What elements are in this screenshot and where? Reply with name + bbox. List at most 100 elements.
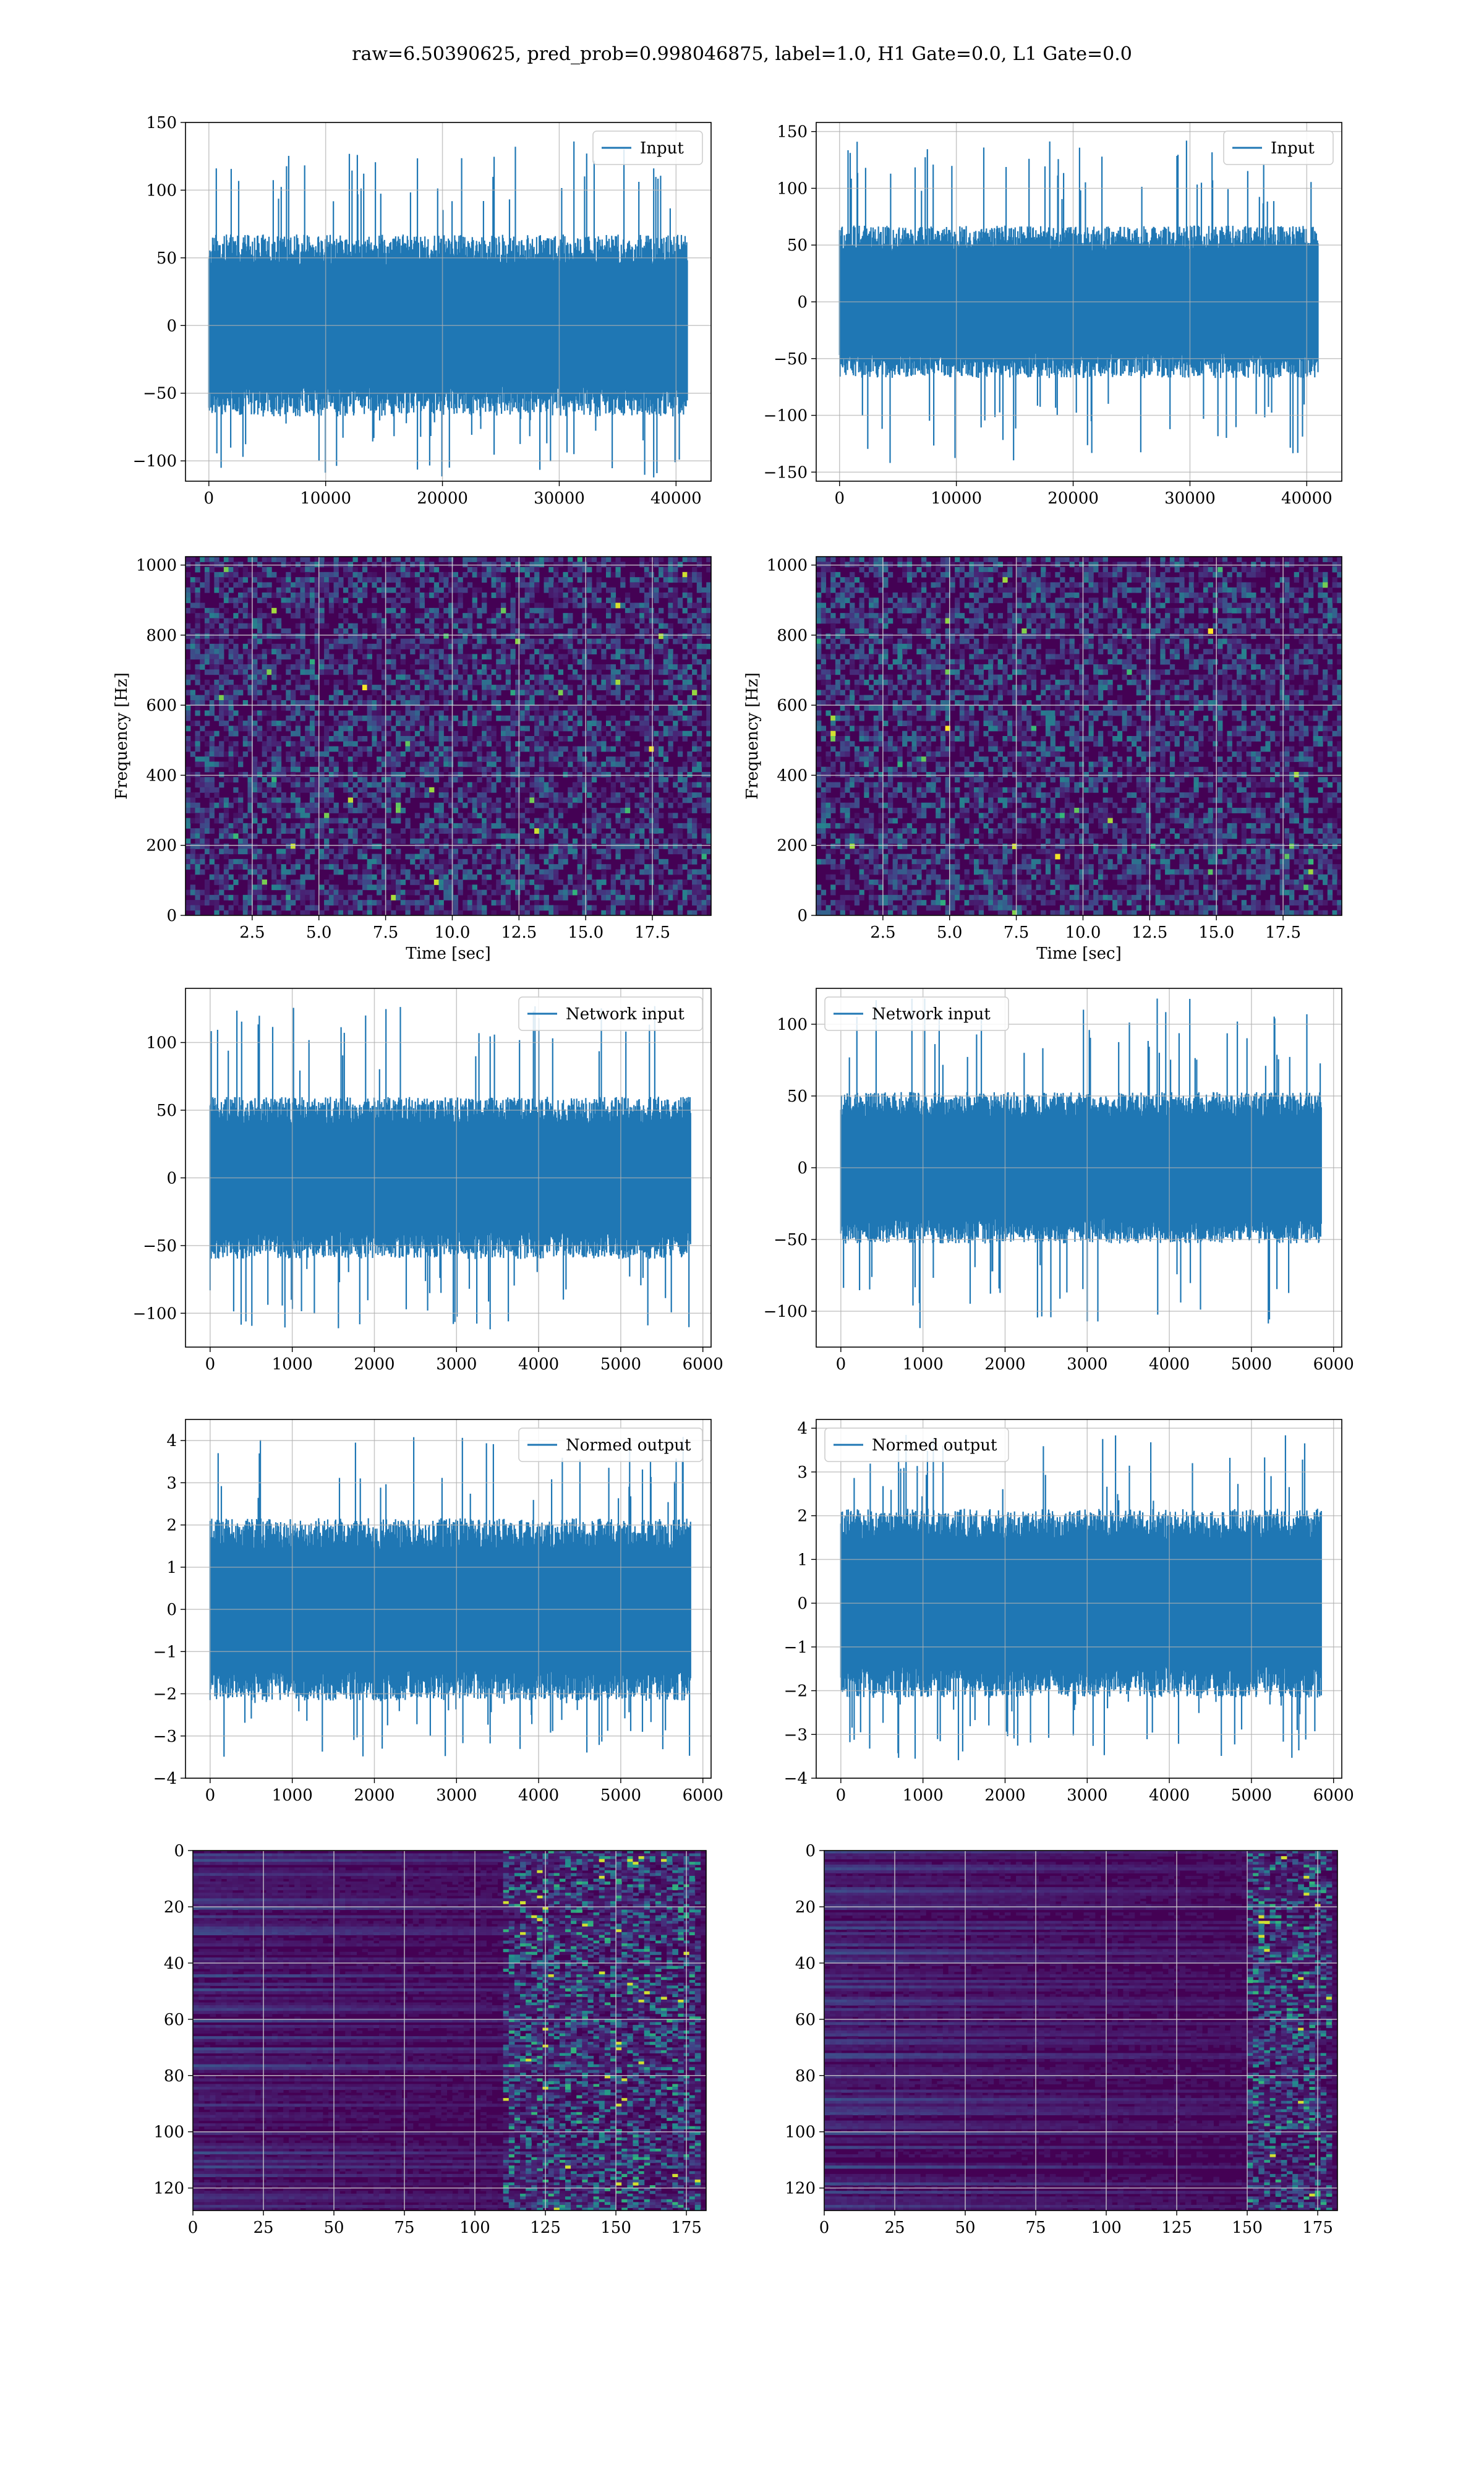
heatmap-cell <box>830 726 836 732</box>
heatmap-cell <box>467 844 473 849</box>
heatmap-cell <box>673 813 678 819</box>
heatmap-cell <box>276 618 282 624</box>
heatmap-cell <box>377 726 382 732</box>
heatmap-cell <box>328 874 335 880</box>
tick-label-x: 10000 <box>931 489 982 508</box>
heatmap-cell <box>840 869 845 875</box>
heatmap-cell <box>200 782 205 788</box>
heatmap-cell <box>238 715 244 721</box>
heatmap-cell <box>539 741 545 747</box>
heatmap-cell <box>620 618 626 624</box>
heatmap-cell <box>396 628 401 634</box>
tick-label-x: 12.5 <box>501 923 537 942</box>
heatmap-cell <box>472 808 477 813</box>
heatmap-cell <box>706 690 711 696</box>
heatmap-cell <box>267 690 272 696</box>
heatmap-cell <box>854 894 860 901</box>
heatmap-cell <box>587 746 592 752</box>
heatmap-cell <box>539 726 545 732</box>
heatmap-cell <box>247 726 253 732</box>
heatmap-cell <box>524 700 530 706</box>
heatmap-cell <box>281 643 286 649</box>
heatmap-cell <box>701 910 707 915</box>
heatmap-cell <box>668 557 673 562</box>
heatmap-cell <box>505 844 511 849</box>
heatmap-cell <box>357 593 363 598</box>
heatmap-cell <box>223 628 229 634</box>
heatmap-cell <box>501 607 506 614</box>
heatmap-cell <box>204 741 210 747</box>
heatmap-cell <box>644 726 650 732</box>
heatmap-cell <box>319 607 325 614</box>
heatmap-cell <box>458 690 463 696</box>
heatmap-cell <box>692 628 697 634</box>
heatmap-cell <box>228 705 234 711</box>
heatmap-cell <box>582 813 587 819</box>
heatmap-cell <box>247 664 253 670</box>
heatmap-cell <box>190 602 196 609</box>
heatmap-cell <box>391 602 396 609</box>
heatmap-cell <box>472 905 477 911</box>
heatmap-cell <box>591 864 597 870</box>
heatmap-cell <box>696 782 702 788</box>
heatmap-cell <box>291 700 296 706</box>
heatmap-cell <box>482 602 487 609</box>
heatmap-cell <box>286 828 291 834</box>
heatmap-cell <box>463 695 468 701</box>
heatmap-cell <box>424 726 430 732</box>
heatmap-cell <box>267 664 272 670</box>
heatmap-cell <box>467 849 473 855</box>
heatmap-cell <box>443 700 449 706</box>
heatmap-cell <box>324 844 330 849</box>
heatmap-cell <box>381 869 387 875</box>
heatmap-cell <box>333 690 339 696</box>
heatmap-cell <box>821 910 827 915</box>
heatmap-cell <box>644 607 650 614</box>
heatmap-cell <box>639 858 645 865</box>
heatmap-cell <box>309 593 315 598</box>
heatmap-cell <box>482 710 487 716</box>
heatmap-cell <box>563 695 568 701</box>
heatmap-cell <box>195 710 200 716</box>
heatmap-cell <box>529 613 535 619</box>
heatmap-cell <box>568 751 573 757</box>
heatmap-cell <box>534 787 540 793</box>
heatmap-cell <box>625 638 631 644</box>
heatmap-cell <box>252 685 258 691</box>
heatmap-cell <box>414 613 420 619</box>
heatmap-cell <box>223 808 229 813</box>
heatmap-cell <box>845 751 850 757</box>
heatmap-cell <box>496 618 501 624</box>
heatmap-cell <box>348 787 354 793</box>
heatmap-cell <box>295 761 301 768</box>
heatmap-cell <box>606 700 612 706</box>
heatmap-cell <box>529 700 535 706</box>
heatmap-cell <box>271 659 277 665</box>
heatmap-cell <box>463 557 468 562</box>
heatmap-cell <box>453 880 459 885</box>
heatmap-cell <box>515 894 521 901</box>
heatmap-cell <box>515 690 521 696</box>
heatmap-cell <box>223 582 229 588</box>
heatmap-cell <box>305 582 310 588</box>
heatmap-cell <box>381 674 387 680</box>
heatmap-cell <box>396 880 401 885</box>
heatmap-cell <box>572 838 578 844</box>
heatmap-cell <box>644 582 650 588</box>
heatmap-cell <box>252 869 258 875</box>
heatmap-cell <box>458 721 463 727</box>
heatmap-cell <box>238 874 244 880</box>
heatmap-cell <box>553 659 559 665</box>
heatmap-cell <box>453 864 459 870</box>
heatmap-cell <box>701 695 707 701</box>
heatmap-cell <box>400 695 406 701</box>
heatmap-cell <box>673 685 678 691</box>
heatmap-cell <box>663 864 669 870</box>
heatmap-cell <box>247 880 253 885</box>
heatmap-cell <box>572 823 578 829</box>
heatmap-cell <box>659 618 664 624</box>
heatmap-cell <box>271 884 277 891</box>
heatmap-cell <box>644 571 650 578</box>
heatmap-cell <box>553 730 559 737</box>
heatmap-cell <box>610 787 616 793</box>
